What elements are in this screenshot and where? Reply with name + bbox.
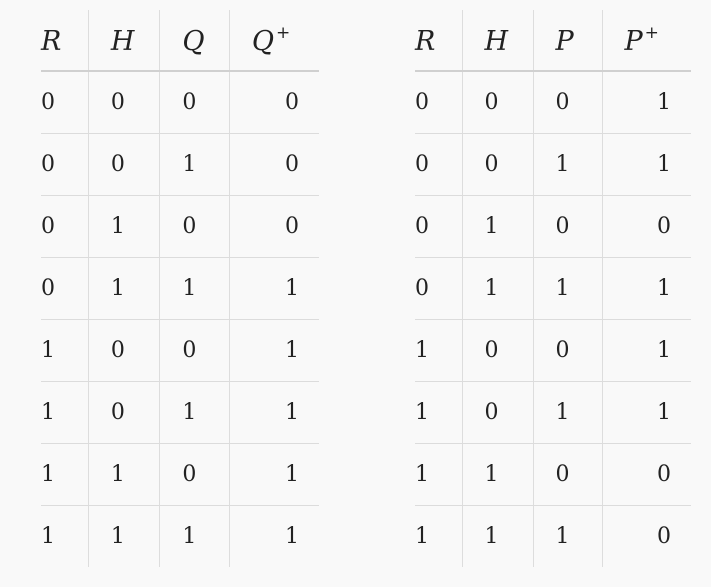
table-cell: 0 bbox=[228, 71, 319, 134]
table-cell: 0 bbox=[159, 443, 230, 506]
header-row: R H Q Q + bbox=[41, 10, 319, 72]
table-cell: 0 bbox=[415, 71, 462, 134]
table-cell: 0 bbox=[461, 133, 533, 196]
table-cell: 0 bbox=[601, 195, 691, 258]
table-cell: 1 bbox=[601, 133, 691, 196]
table-cell: 1 bbox=[532, 381, 602, 444]
table-cell: 1 bbox=[601, 71, 691, 134]
table-cell: 0 bbox=[461, 319, 533, 382]
header-cell: H bbox=[461, 10, 533, 72]
table-cell: 0 bbox=[461, 71, 533, 134]
table-cell: 1 bbox=[228, 257, 319, 320]
table-cell: 1 bbox=[461, 505, 533, 567]
table-cell: 1 bbox=[601, 257, 691, 320]
table-cell: 0 bbox=[159, 195, 230, 258]
table-cell: 0 bbox=[87, 71, 160, 134]
table-cell: 0 bbox=[41, 195, 89, 258]
table-cell: 1 bbox=[41, 443, 89, 506]
table-cell: 1 bbox=[415, 319, 462, 382]
table-cell: 1 bbox=[601, 319, 691, 382]
header-cell: P bbox=[532, 10, 602, 72]
header-cell: H bbox=[87, 10, 160, 72]
table-cell: 1 bbox=[415, 443, 462, 506]
header-cell: Q + bbox=[228, 10, 319, 72]
table-cell: 0 bbox=[415, 257, 462, 320]
table-cell: 0 bbox=[228, 133, 319, 196]
table-cell: 1 bbox=[41, 381, 89, 444]
table-cell: 1 bbox=[87, 443, 160, 506]
table-cell: 0 bbox=[41, 257, 89, 320]
table-cell: 0 bbox=[415, 133, 462, 196]
table-cell: 1 bbox=[41, 319, 89, 382]
table-cell: 1 bbox=[87, 257, 160, 320]
table-cell: 0 bbox=[159, 71, 230, 134]
header-cell: P + bbox=[601, 10, 691, 72]
table-cell: 1 bbox=[159, 381, 230, 444]
header-cell: R bbox=[415, 10, 462, 72]
table-cell: 1 bbox=[159, 505, 230, 567]
header-cell: Q bbox=[159, 10, 230, 72]
table-cell: 1 bbox=[532, 257, 602, 320]
table-cell: 1 bbox=[415, 524, 429, 549]
table-cell: 0 bbox=[601, 505, 691, 567]
table-cell: 1 bbox=[41, 524, 55, 549]
table-cell: 1 bbox=[532, 133, 602, 196]
table-cell: 0 bbox=[87, 381, 160, 444]
table-cell: 1 bbox=[228, 505, 319, 567]
table-cell: 1 bbox=[461, 195, 533, 258]
table-cell: 1 bbox=[415, 381, 462, 444]
table-cell: 0 bbox=[532, 71, 602, 134]
table-cell: 0 bbox=[41, 133, 89, 196]
table-cell: 0 bbox=[532, 319, 602, 382]
table-cell: 1 bbox=[87, 505, 160, 567]
table-cell: 0 bbox=[461, 381, 533, 444]
table-cell: 1 bbox=[159, 133, 230, 196]
table-cell: 0 bbox=[41, 71, 89, 134]
table-cell: 1 bbox=[228, 319, 319, 382]
table-cell: 1 bbox=[532, 505, 602, 567]
header-row: R H P P + bbox=[415, 10, 691, 72]
table-cell: 0 bbox=[159, 319, 230, 382]
table-cell: 0 bbox=[228, 195, 319, 258]
table-cell: 0 bbox=[532, 443, 602, 506]
table-cell: 1 bbox=[461, 257, 533, 320]
table-cell: 0 bbox=[87, 319, 160, 382]
table-cell: 0 bbox=[87, 133, 160, 196]
table-cell: 1 bbox=[461, 443, 533, 506]
table-cell: 1 bbox=[601, 381, 691, 444]
header-cell: R bbox=[41, 10, 89, 72]
table-cell: 1 bbox=[228, 443, 319, 506]
table-cell: 0 bbox=[601, 443, 691, 506]
table-cell: 1 bbox=[159, 257, 230, 320]
table-cell: 0 bbox=[415, 195, 462, 258]
table-cell: 1 bbox=[228, 381, 319, 444]
table-cell: 1 bbox=[87, 195, 160, 258]
table-cell: 0 bbox=[532, 195, 602, 258]
